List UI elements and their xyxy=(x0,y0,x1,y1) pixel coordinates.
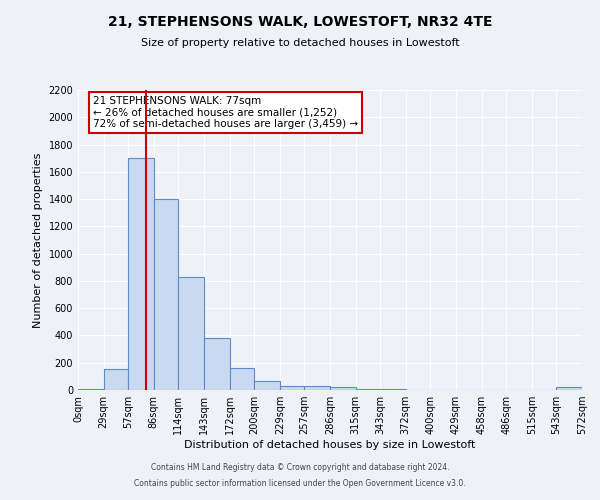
Bar xyxy=(154,199,178,390)
Bar xyxy=(178,277,204,390)
Text: 21, STEPHENSONS WALK, LOWESTOFT, NR32 4TE: 21, STEPHENSONS WALK, LOWESTOFT, NR32 4T… xyxy=(108,15,492,29)
X-axis label: Distribution of detached houses by size in Lowestoft: Distribution of detached houses by size … xyxy=(184,440,476,450)
Bar xyxy=(556,386,582,390)
Bar xyxy=(280,386,304,390)
Text: Contains HM Land Registry data © Crown copyright and database right 2024.: Contains HM Land Registry data © Crown c… xyxy=(151,464,449,472)
Text: 21 STEPHENSONS WALK: 77sqm
← 26% of detached houses are smaller (1,252)
72% of s: 21 STEPHENSONS WALK: 77sqm ← 26% of deta… xyxy=(93,96,358,129)
Text: Size of property relative to detached houses in Lowestoft: Size of property relative to detached ho… xyxy=(140,38,460,48)
Bar xyxy=(204,338,230,390)
Y-axis label: Number of detached properties: Number of detached properties xyxy=(33,152,43,328)
Bar xyxy=(254,381,280,390)
Bar xyxy=(78,388,104,390)
Bar xyxy=(330,388,356,390)
Bar xyxy=(356,388,380,390)
Text: Contains public sector information licensed under the Open Government Licence v3: Contains public sector information licen… xyxy=(134,478,466,488)
Bar xyxy=(304,386,330,390)
Bar xyxy=(104,369,128,390)
Bar xyxy=(380,388,406,390)
Bar xyxy=(128,158,154,390)
Bar xyxy=(230,368,254,390)
